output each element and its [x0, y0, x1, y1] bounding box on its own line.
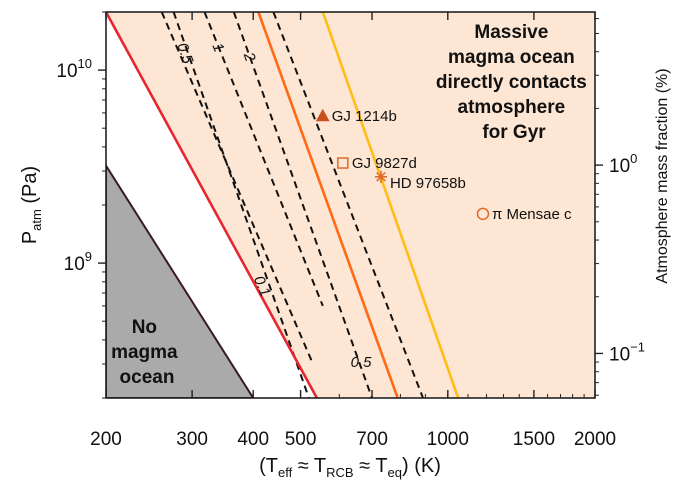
planet-marker-hd-97658b [374, 170, 387, 183]
planet-marker-gj-1214b [315, 108, 330, 122]
x-tick-label-1: 300 [176, 429, 208, 450]
planet-marker--mensae-c [476, 207, 490, 221]
solid-line-0 [106, 12, 319, 398]
x-tick-label-5: 1000 [427, 429, 469, 450]
x-tick-label-4: 700 [356, 429, 388, 450]
region-label-no-magma: No magma ocean [111, 317, 183, 388]
dashed-contour-3 [160, 12, 314, 365]
planet-label-1: GJ 9827d [352, 155, 417, 172]
massive-magma-ocean-region [106, 12, 595, 398]
dashed-contour-0 [172, 12, 310, 398]
y-axis-title: Patm (Pa) [19, 166, 44, 244]
y2-tick-label-0: 10−1 [609, 339, 645, 365]
y2-tick-label-1: 100 [609, 151, 637, 177]
x-tick-label-7: 2000 [574, 429, 616, 450]
y-tick-label-1: 1010 [56, 56, 92, 82]
solid-line-2 [321, 12, 460, 398]
no-magma-ocean-region [106, 163, 255, 398]
contour-label-4: 0.5 [351, 354, 373, 371]
dashed-contour-1 [203, 12, 324, 307]
planet-label-0: GJ 1214b [332, 108, 397, 125]
x-tick-label-2: 400 [237, 429, 269, 450]
x-tick-label-0: 200 [90, 429, 122, 450]
dashed-contour-4 [272, 12, 424, 398]
y2-axis-title: Atmosphere mass fraction (%) [654, 68, 671, 283]
contour-label-0: 0.5 [173, 41, 196, 67]
planet-label-2: HD 97658b [390, 175, 466, 192]
solid-line-1 [257, 12, 399, 398]
planet-marker-gj-9827d [337, 157, 349, 169]
dashed-contour-2 [232, 12, 373, 398]
region-label-massive: Massive magma ocean directly contacts at… [436, 22, 592, 143]
x-axis-title: (Teff ≈ TRCB ≈ Teq) (K) [259, 455, 441, 480]
x-tick-label-6: 1500 [513, 429, 555, 450]
planet-label-3: π Mensae c [492, 206, 572, 223]
y-tick-label-0: 109 [64, 249, 92, 275]
contour-label-3: 0.1 [250, 273, 274, 299]
x-tick-label-3: 500 [285, 429, 317, 450]
